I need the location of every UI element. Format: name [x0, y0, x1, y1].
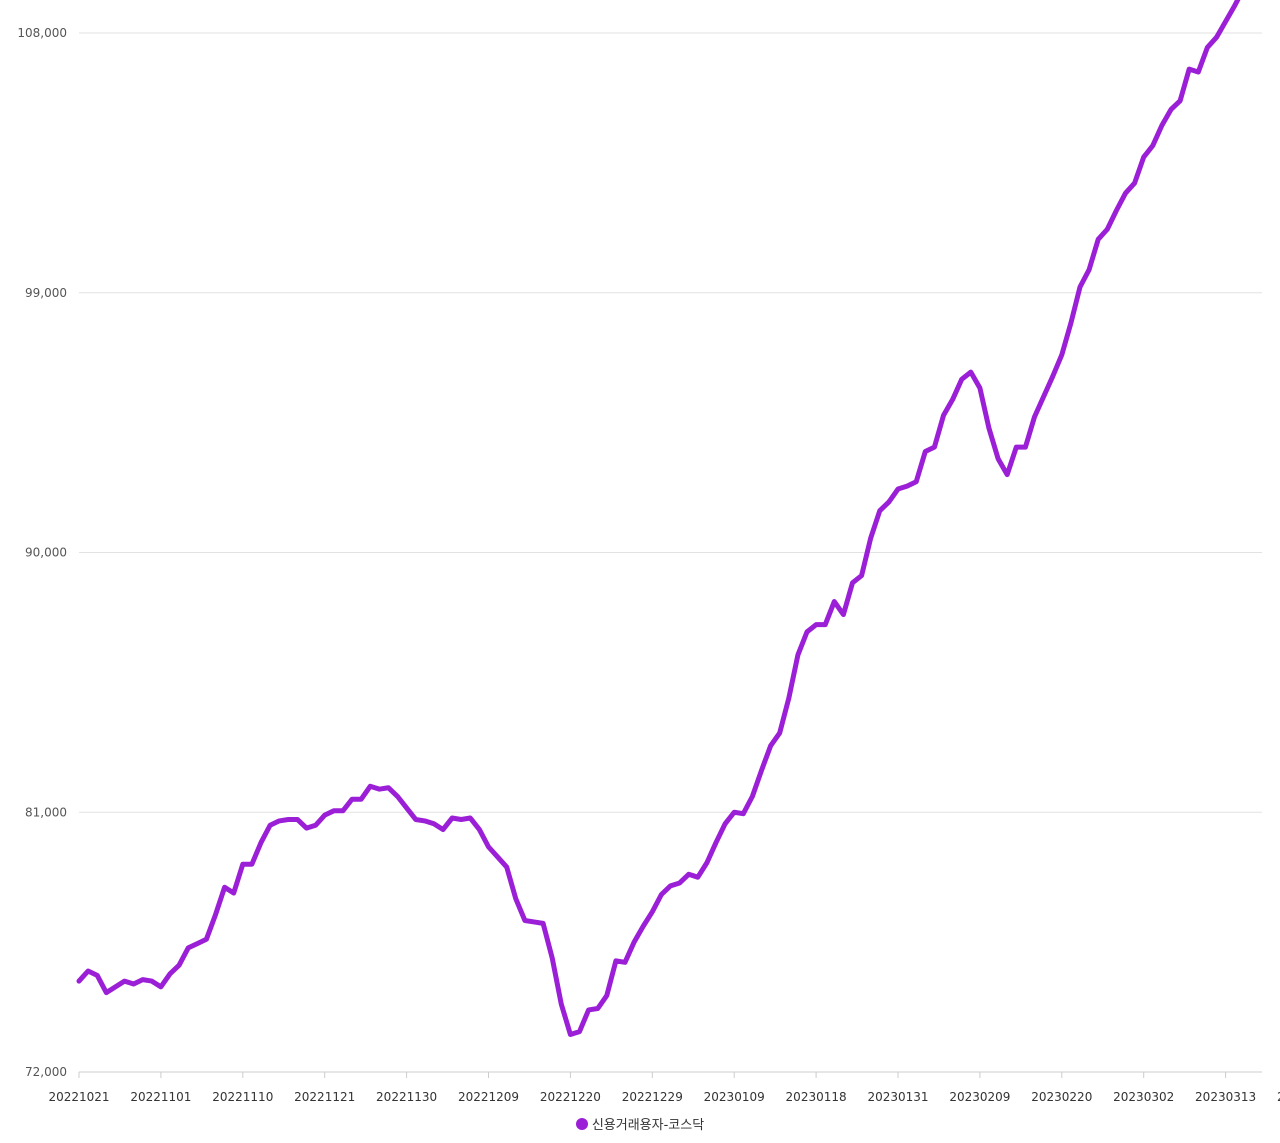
x-tick-label: 20230118 [786, 1090, 847, 1104]
x-tick-label: 20221101 [130, 1090, 191, 1104]
gridlines [79, 32, 1262, 813]
y-tick-label: 81,000 [25, 805, 67, 819]
x-axis-ticks: 20221021 20221101 20221110 20221121 20221130… [48, 1072, 1280, 1104]
x-tick-label: 20230209 [949, 1090, 1010, 1104]
x-tick-label: 20221110 [212, 1090, 273, 1104]
legend-label: 신용거래용자-코스닥 [591, 1118, 705, 1133]
x-tick-label: 20230302 [1113, 1090, 1174, 1104]
x-tick-label: 20221229 [622, 1090, 683, 1104]
y-tick-label: 108,000 [17, 26, 67, 40]
x-tick-label: 20230313 [1195, 1090, 1256, 1104]
x-tick-label: 20230220 [1031, 1090, 1092, 1104]
series-layer [76, 0, 1241, 1037]
x-tick-label: 20230131 [867, 1090, 928, 1104]
legend-marker [575, 1118, 588, 1130]
x-tick-label: 20230109 [704, 1090, 765, 1104]
y-tick-label: 90,000 [25, 546, 67, 560]
y-tick-label: 99,000 [25, 286, 67, 300]
x-tick-label: 20221209 [458, 1090, 519, 1104]
x-tick-label: 20230322 [1277, 1090, 1280, 1104]
line-chart: 72,000 81,000 90,000 99,000 108,000 20221021… [17, 0, 1280, 1104]
x-tick-label: 20221220 [540, 1090, 601, 1104]
x-tick-label: 20221130 [376, 1090, 437, 1104]
x-tick-label: 20221021 [48, 1090, 109, 1104]
series-line [76, 0, 1241, 1037]
y-axis-ticks: 72,000 81,000 90,000 99,000 108,000 [17, 26, 67, 1079]
y-tick-label: 72,000 [25, 1065, 67, 1079]
legend[interactable]: 신용거래용자-코스닥 [0, 1114, 1280, 1133]
x-tick-label: 20221121 [294, 1090, 355, 1104]
